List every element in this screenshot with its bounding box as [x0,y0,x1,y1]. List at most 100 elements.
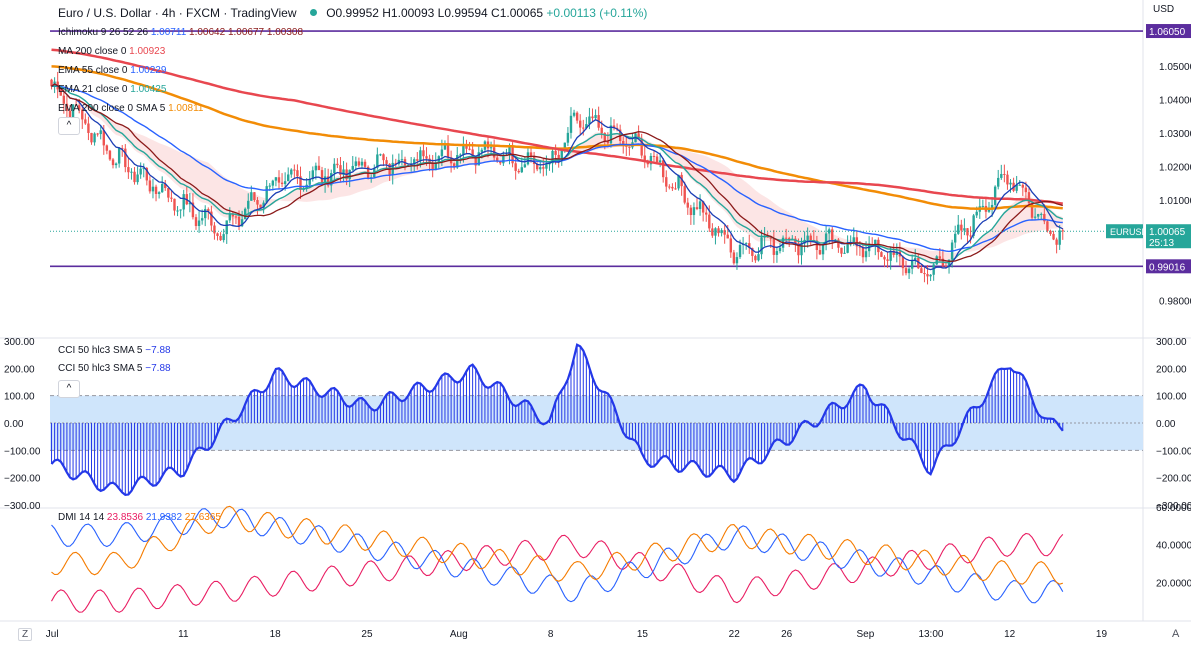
candle-body [471,149,474,157]
candle-body [542,167,545,169]
cci-legend[interactable]: CCI 50 hlc3 SMA 5 −7.88 [58,345,171,357]
candle-body [219,235,222,241]
candle-body [864,251,868,258]
candle-body [1046,221,1049,231]
candle-body [148,180,152,192]
candle-body [452,163,456,168]
candle-body [197,220,201,227]
cci-tick-label: 0.00 [1156,419,1176,430]
candle-body [714,228,717,236]
market-status-icon [309,9,317,16]
cci-tick-label: 300.00 [1156,337,1187,348]
candle-body [111,159,115,166]
indicator-legend[interactable]: EMA 55 close 0 1.00229 [58,65,166,77]
candle-body [901,256,905,269]
candle-body [695,207,699,209]
candle-body [157,192,161,194]
candle-body [462,144,465,155]
candle-body [987,209,991,212]
candle-body [271,180,275,186]
candle-body [588,116,591,125]
candle-body [883,256,886,260]
candle-body [966,228,969,236]
ma200-line [51,48,1063,205]
candle-body [499,161,502,164]
candle-body [677,174,680,189]
time-tick-label: 19 [1096,629,1108,640]
candle-body [840,247,843,254]
candle-body [247,200,250,209]
candle-body [314,165,318,171]
candle-body [738,244,742,258]
indicator-legend[interactable]: EMA 200 close 0 SMA 5 1.00811 [58,103,203,115]
candle-body [136,174,139,183]
dmi-value: 27.6365 [184,512,221,523]
candle-body [1033,216,1037,218]
candle-body [563,142,567,150]
candle-body [133,171,136,183]
indicator-legend[interactable]: Ichimoku 9 26 52 26 1.00711 1.00642 1.00… [58,27,303,39]
di-plus-line [51,532,1064,613]
candle-body [182,194,185,210]
candle-body [130,171,133,173]
currency-label[interactable]: USD [1153,4,1175,15]
cci-tick-label: −100.00 [1156,446,1191,457]
candle-body [963,228,966,231]
candle-body [1058,230,1061,245]
candle-body [250,192,253,201]
candle-body [446,142,450,158]
candle-body [535,164,539,170]
candle-body [606,141,610,144]
candle-body [1021,184,1025,188]
collapse-cci-legend-button[interactable]: ^ [58,380,80,398]
indicator-name: Ichimoku 9 26 52 26 [58,27,151,38]
candle-body [508,145,511,155]
cci-legend[interactable]: CCI 50 hlc3 SMA 5 −7.88 [58,363,171,375]
price-tick-label: 1.05000 [1159,62,1191,73]
candle-body [572,112,576,116]
candle-body [575,112,579,121]
candle-body [809,235,812,240]
dmi-legend[interactable]: DMI 14 14 23.8536 21.9382 27.6365 [58,512,221,524]
candle-body [127,167,130,173]
indicator-legend[interactable]: EMA 21 close 0 1.00425 [58,84,166,96]
candle-body [748,243,751,248]
candle-body [176,210,179,212]
price-line-label: 1.06050 [1149,27,1186,38]
candle-body [600,127,603,134]
time-tick-label: 12 [1004,629,1016,640]
candle-body [348,169,351,180]
candle-body [160,183,164,193]
candle-body [929,274,932,277]
collapse-legend-button[interactable]: ^ [58,117,80,135]
candle-body [720,230,723,234]
candle-body [489,147,493,149]
candle-body [960,224,963,231]
time-tick-label: 22 [729,629,741,640]
candle-body [532,156,536,165]
candle-body [889,250,892,261]
candle-body [717,228,720,234]
candle-body [708,214,711,229]
candle-body [323,176,327,183]
candle-body [357,161,361,166]
candle-body [554,150,557,155]
indicator-legend[interactable]: MA 200 close 0 1.00923 [58,46,165,58]
candle-body [237,216,241,227]
indicator-value: 1.00711 [150,27,190,38]
candle-body [923,273,926,275]
symbol-title[interactable]: Euro / U.S. Dollar · 4h · FXCM · Trading… [58,6,297,20]
candle-body [806,235,809,240]
candle-body [336,163,339,166]
candle-body [222,234,225,241]
candle-body [339,165,342,175]
zoom-reset-button[interactable]: Z [18,628,33,641]
candle-body [769,237,772,239]
candle-body [855,237,859,247]
candle-body [1009,182,1012,185]
candle-body [394,162,397,165]
candle-body [65,103,69,111]
candle-body [655,156,659,163]
auto-scale-button[interactable]: A [1172,628,1180,640]
